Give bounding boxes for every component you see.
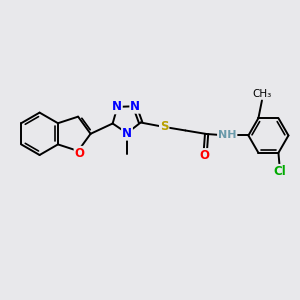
Text: N: N — [122, 127, 132, 140]
Text: O: O — [200, 149, 209, 162]
Text: CH₃: CH₃ — [252, 89, 272, 99]
Text: O: O — [75, 147, 85, 160]
Text: S: S — [160, 120, 168, 134]
Text: NH: NH — [218, 130, 236, 140]
Text: N: N — [130, 100, 140, 113]
Text: N: N — [112, 100, 122, 113]
Text: Cl: Cl — [274, 165, 286, 178]
